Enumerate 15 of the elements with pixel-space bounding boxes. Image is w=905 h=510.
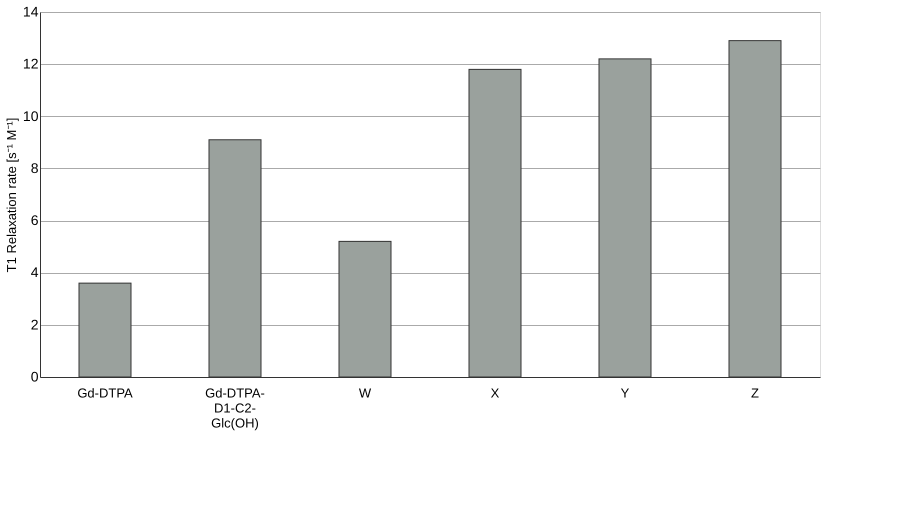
- x-tick-label: Gd-DTPA-D1-C2-Glc(OH): [205, 386, 265, 430]
- y-tick-label: 2: [30, 316, 39, 332]
- x-tick-label: Y: [620, 386, 630, 400]
- y-tick-label: 14: [22, 4, 39, 20]
- x-tick-label: Z: [751, 386, 760, 400]
- y-tick-label: 4: [30, 264, 39, 280]
- y-tick-label: 6: [30, 212, 39, 228]
- y-tick-label: 10: [22, 108, 39, 124]
- x-tick-label: X: [490, 386, 500, 400]
- y-axis-title: T1 Relaxation rate [s⁻¹ M⁻¹]: [4, 118, 19, 272]
- x-tick-label: W: [358, 386, 372, 400]
- y-tick-label: 8: [30, 160, 39, 176]
- y-tick-label: 12: [22, 56, 39, 72]
- y-tick-label: 0: [30, 368, 39, 384]
- x-tick-label: Gd-DTPA: [77, 386, 134, 400]
